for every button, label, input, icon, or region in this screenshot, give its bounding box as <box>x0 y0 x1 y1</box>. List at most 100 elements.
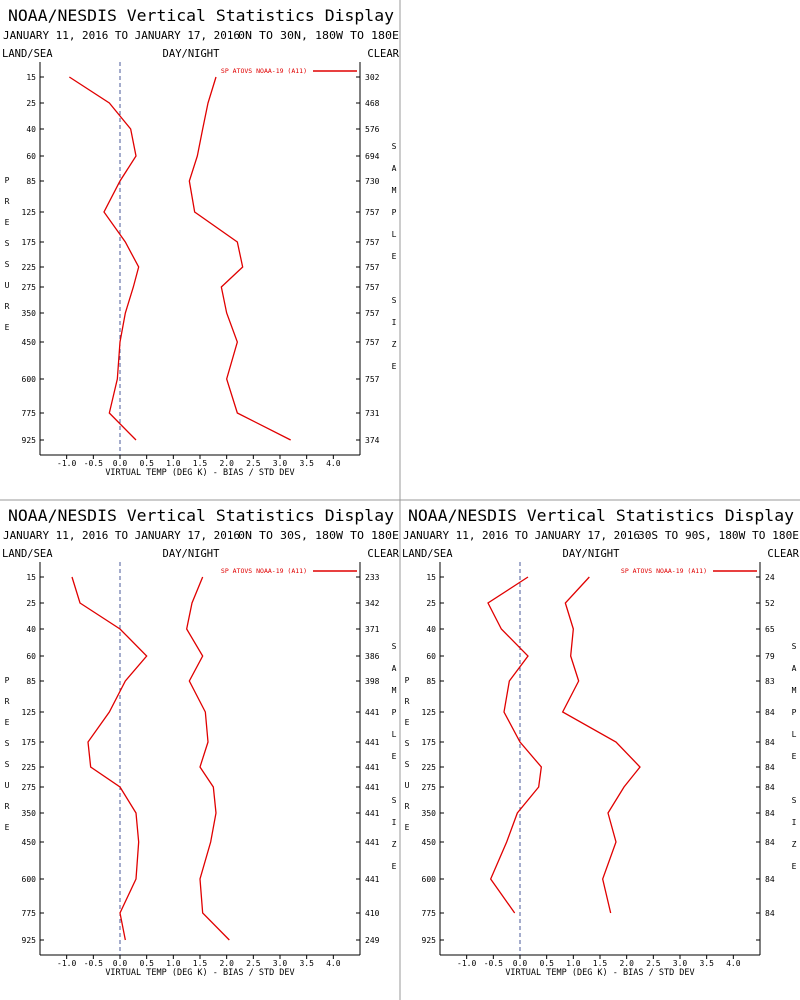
sample-size: 398 <box>365 677 380 686</box>
sample-size: 757 <box>365 338 380 347</box>
sample-size: 84 <box>765 783 775 792</box>
clear-label: CLEAR <box>367 548 399 560</box>
pressure-label: 40 <box>26 125 36 134</box>
pressure-label: 275 <box>422 783 437 792</box>
sample-size: 65 <box>765 625 775 634</box>
series-line <box>71 576 148 941</box>
pressure-label: 25 <box>26 99 36 108</box>
pressure-label: 350 <box>422 809 437 818</box>
pressure-label: 450 <box>422 838 437 847</box>
y2-axis-label: SAMPLE SIZE <box>390 642 399 884</box>
x-tick-label: 3.0 <box>273 959 288 968</box>
sample-size: 731 <box>365 409 380 418</box>
pressure-label: 775 <box>22 909 37 918</box>
sample-size: 757 <box>365 375 380 384</box>
series-line <box>487 576 543 914</box>
x-axis-label: VIRTUAL TEMP (DEG K) - BIAS / STD DEV <box>105 968 294 978</box>
pressure-label: 60 <box>426 652 436 661</box>
pressure-label: 450 <box>22 338 37 347</box>
sample-size: 441 <box>365 708 380 717</box>
x-tick-label: 3.0 <box>673 959 688 968</box>
sample-size: 757 <box>365 309 380 318</box>
x-tick-label: 0.5 <box>539 959 554 968</box>
sample-size: 441 <box>365 738 380 747</box>
x-tick-label: 4.0 <box>726 959 741 968</box>
x-tick-label: 0.5 <box>139 459 154 468</box>
pressure-label: 85 <box>26 677 36 686</box>
pressure-label: 225 <box>422 763 437 772</box>
pressure-label: 60 <box>26 152 36 161</box>
x-tick-label: 0.0 <box>113 459 128 468</box>
day-night-label: DAY/NIGHT <box>563 548 621 560</box>
legend-label: SP ATOVS NOAA-19 (A11) <box>221 67 307 75</box>
sample-size: 84 <box>765 909 775 918</box>
x-tick-label: 3.5 <box>699 959 714 968</box>
pressure-label: 15 <box>26 73 36 82</box>
x-tick-label: 1.5 <box>593 959 608 968</box>
sample-size: 576 <box>365 125 380 134</box>
pressure-label: 40 <box>26 625 36 634</box>
series-line <box>185 576 230 941</box>
pressure-label: 925 <box>22 436 37 445</box>
x-tick-label: 1.5 <box>193 459 208 468</box>
pressure-label: 15 <box>26 573 36 582</box>
chart-title: NOAA/NESDIS Vertical Statistics Display <box>408 506 794 525</box>
sample-size: 83 <box>765 677 775 686</box>
sample-size: 410 <box>365 909 380 918</box>
pressure-label: 225 <box>22 263 37 272</box>
x-tick-label: -0.5 <box>84 959 103 968</box>
y2-axis-label: SAMPLE SIZE <box>390 142 399 384</box>
sample-size: 441 <box>365 838 380 847</box>
region: 30S TO 90S, 180W TO 180E <box>638 529 799 542</box>
legend-label: SP ATOVS NOAA-19 (A11) <box>621 567 707 575</box>
pressure-label: 925 <box>422 936 437 945</box>
pressure-label: 40 <box>426 625 436 634</box>
y-axis-label: PRESSURE <box>3 176 12 344</box>
pressure-label: 925 <box>22 936 37 945</box>
sample-size: 730 <box>365 177 380 186</box>
sample-size: 374 <box>365 436 380 445</box>
pressure-label: 275 <box>22 783 37 792</box>
chart-title: NOAA/NESDIS Vertical Statistics Display <box>8 6 394 25</box>
pressure-label: 175 <box>22 738 37 747</box>
sample-size: 233 <box>365 573 380 582</box>
x-tick-label: 1.0 <box>166 959 181 968</box>
pressure-label: 175 <box>22 238 37 247</box>
panel: NOAA/NESDIS Vertical Statistics Display J… <box>2 506 400 978</box>
x-tick-label: -0.5 <box>84 459 103 468</box>
series-line <box>561 576 641 914</box>
region: 0N TO 30N, 180W TO 180E <box>238 29 399 42</box>
sample-size: 84 <box>765 763 775 772</box>
pressure-label: 125 <box>22 708 37 717</box>
sample-size: 468 <box>365 99 380 108</box>
series-line <box>68 76 140 441</box>
sample-size: 757 <box>365 283 380 292</box>
sample-size: 441 <box>365 809 380 818</box>
sample-size: 371 <box>365 625 380 634</box>
sample-size: 441 <box>365 763 380 772</box>
x-tick-label: 0.0 <box>513 959 528 968</box>
sample-size: 302 <box>365 73 380 82</box>
x-tick-label: -0.5 <box>484 959 503 968</box>
pressure-label: 125 <box>22 208 37 217</box>
pressure-label: 125 <box>422 708 437 717</box>
date-range: JANUARY 11, 2016 TO JANUARY 17, 2016 <box>3 529 240 542</box>
x-tick-label: 3.0 <box>273 459 288 468</box>
pressure-label: 775 <box>22 409 37 418</box>
sample-size: 249 <box>365 936 380 945</box>
region: 0N TO 30S, 180W TO 180E <box>238 529 399 542</box>
pressure-label: 600 <box>22 875 37 884</box>
x-tick-label: 1.0 <box>566 959 581 968</box>
series-line <box>188 76 291 441</box>
day-night-label: DAY/NIGHT <box>163 48 221 60</box>
y2-axis-label: SAMPLE SIZE <box>790 642 799 884</box>
sample-size: 694 <box>365 152 380 161</box>
clear-label: CLEAR <box>367 48 399 60</box>
pressure-label: 175 <box>422 738 437 747</box>
sample-size: 84 <box>765 708 775 717</box>
land-sea-label: LAND/SEA <box>2 48 53 60</box>
date-range: JANUARY 11, 2016 TO JANUARY 17, 2016 <box>3 29 240 42</box>
x-tick-label: 4.0 <box>326 959 341 968</box>
x-tick-label: 0.0 <box>113 959 128 968</box>
x-tick-label: 0.5 <box>139 959 154 968</box>
